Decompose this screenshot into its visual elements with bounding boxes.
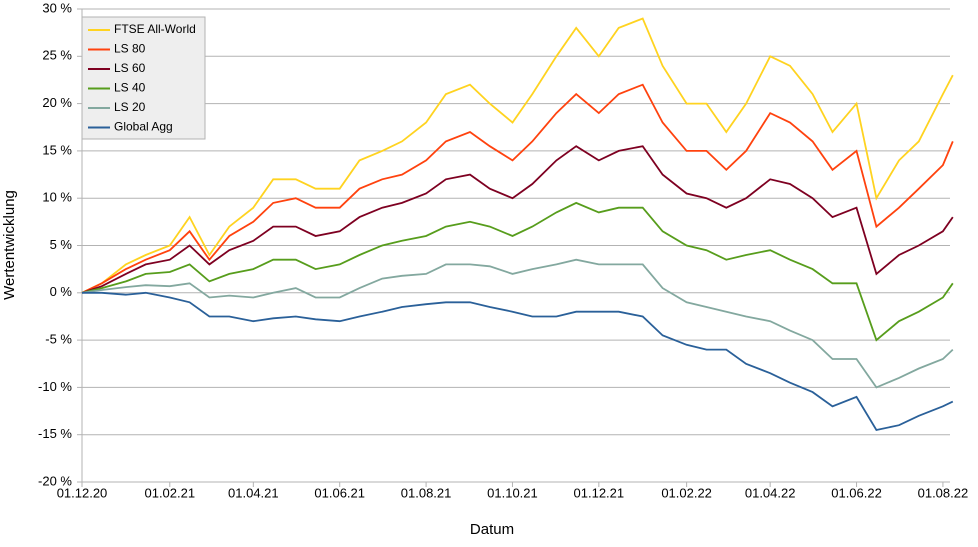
y-tick-label: -20 % [38, 473, 72, 488]
y-tick-label: 30 % [42, 0, 72, 15]
legend-label: LS 80 [114, 42, 146, 56]
y-tick-label: 20 % [42, 95, 72, 110]
series-line [81, 145, 954, 294]
x-tick-label: 01.02.21 [144, 485, 195, 500]
legend-label: LS 40 [114, 81, 146, 95]
x-tick-label: 01.10.21 [487, 485, 538, 500]
legend-label: FTSE All-World [114, 22, 196, 36]
x-tick-label: 01.04.21 [228, 485, 279, 500]
x-axis-title: Datum [470, 521, 514, 538]
x-tick-label: 01.02.22 [661, 485, 712, 500]
legend-label: LS 60 [114, 61, 146, 75]
x-tick-label: 01.12.20 [57, 485, 108, 500]
x-tick-label: 01.08.22 [918, 485, 969, 500]
series-line [81, 258, 954, 389]
legend-label: LS 20 [114, 100, 146, 114]
x-tick-label: 01.06.22 [831, 485, 882, 500]
y-tick-label: 0 % [50, 284, 73, 299]
series-line [81, 17, 954, 294]
legend-label: Global Agg [114, 120, 173, 134]
y-tick-label: 25 % [42, 48, 72, 63]
y-tick-label: -15 % [38, 426, 72, 441]
legend-box [81, 16, 206, 140]
x-tick-label: 01.04.22 [745, 485, 796, 500]
y-tick-label: 10 % [42, 190, 72, 205]
y-tick-label: -10 % [38, 379, 72, 394]
y-tick-label: 5 % [50, 237, 73, 252]
series-line [82, 291, 954, 432]
series-line [81, 201, 954, 342]
y-tick-label: -5 % [45, 332, 72, 347]
x-tick-label: 01.08.21 [401, 485, 452, 500]
x-tick-label: 01.06.21 [314, 485, 365, 500]
series-line [81, 83, 954, 294]
y-axis-title: Wertentwicklung [1, 190, 18, 300]
x-tick-label: 01.12.21 [574, 485, 625, 500]
y-tick-label: 15 % [42, 142, 72, 157]
